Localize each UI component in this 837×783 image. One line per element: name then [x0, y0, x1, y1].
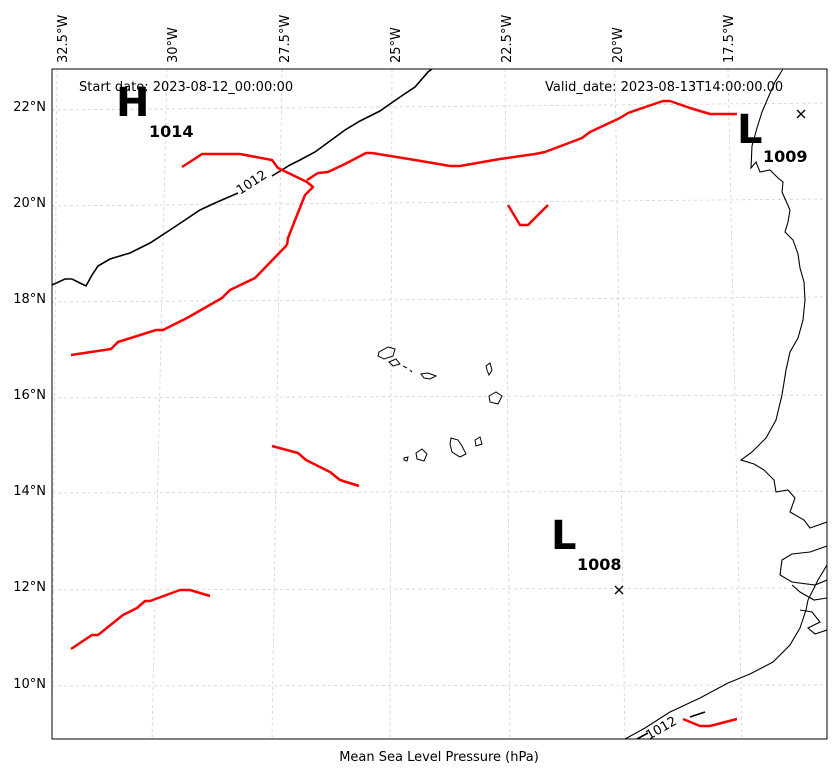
start-date-text: Start date: 2023-08-12_00:00:00	[79, 80, 293, 95]
cape-verde-islands	[377, 346, 503, 462]
longitude-ticks: 32.5°W 30°W 27.5°W 25°W 22.5°W 20°W 17.5…	[56, 15, 737, 63]
lon-tick-label: 25°W	[389, 27, 404, 63]
lon-tick-label: 22.5°W	[500, 15, 515, 63]
center-cross-marker	[796, 109, 806, 119]
low-pressure-marker: L	[737, 107, 763, 153]
lon-tick-label: 20°W	[611, 27, 626, 63]
low-pressure-marker: L	[551, 513, 577, 559]
lat-tick-label: 18°N	[13, 292, 46, 307]
lat-tick-label: 16°N	[13, 388, 46, 403]
plot-area	[52, 69, 827, 739]
lat-tick-label: 20°N	[13, 196, 46, 211]
lat-tick-label: 12°N	[13, 580, 46, 595]
lat-tick-label: 14°N	[13, 484, 46, 499]
lon-tick-label: 30°W	[166, 27, 181, 63]
graticule	[52, 69, 827, 739]
high-pressure-value: 1014	[149, 122, 194, 141]
isobars	[52, 69, 706, 739]
low-pressure-value: 1009	[763, 147, 808, 166]
lat-tick-label: 10°N	[13, 677, 46, 692]
lon-tick-label: 32.5°W	[56, 15, 71, 63]
high-pressure-marker: H	[116, 80, 149, 126]
coastline	[624, 69, 827, 739]
lon-tick-label: 27.5°W	[278, 15, 293, 63]
plot-border	[51, 68, 828, 740]
fronts	[70, 99, 738, 728]
low-pressure-value: 1008	[577, 555, 622, 574]
valid-date-text: Valid_date: 2023-08-13T14:00:00.00	[545, 80, 783, 95]
x-axis-label: Mean Sea Level Pressure (hPa)	[339, 750, 539, 765]
center-cross-marker	[614, 585, 624, 595]
lon-tick-label: 17.5°W	[722, 15, 737, 63]
latitude-ticks: 22°N 20°N 18°N 16°N 14°N 12°N 10°N	[13, 100, 46, 692]
lat-tick-label: 22°N	[13, 100, 46, 115]
